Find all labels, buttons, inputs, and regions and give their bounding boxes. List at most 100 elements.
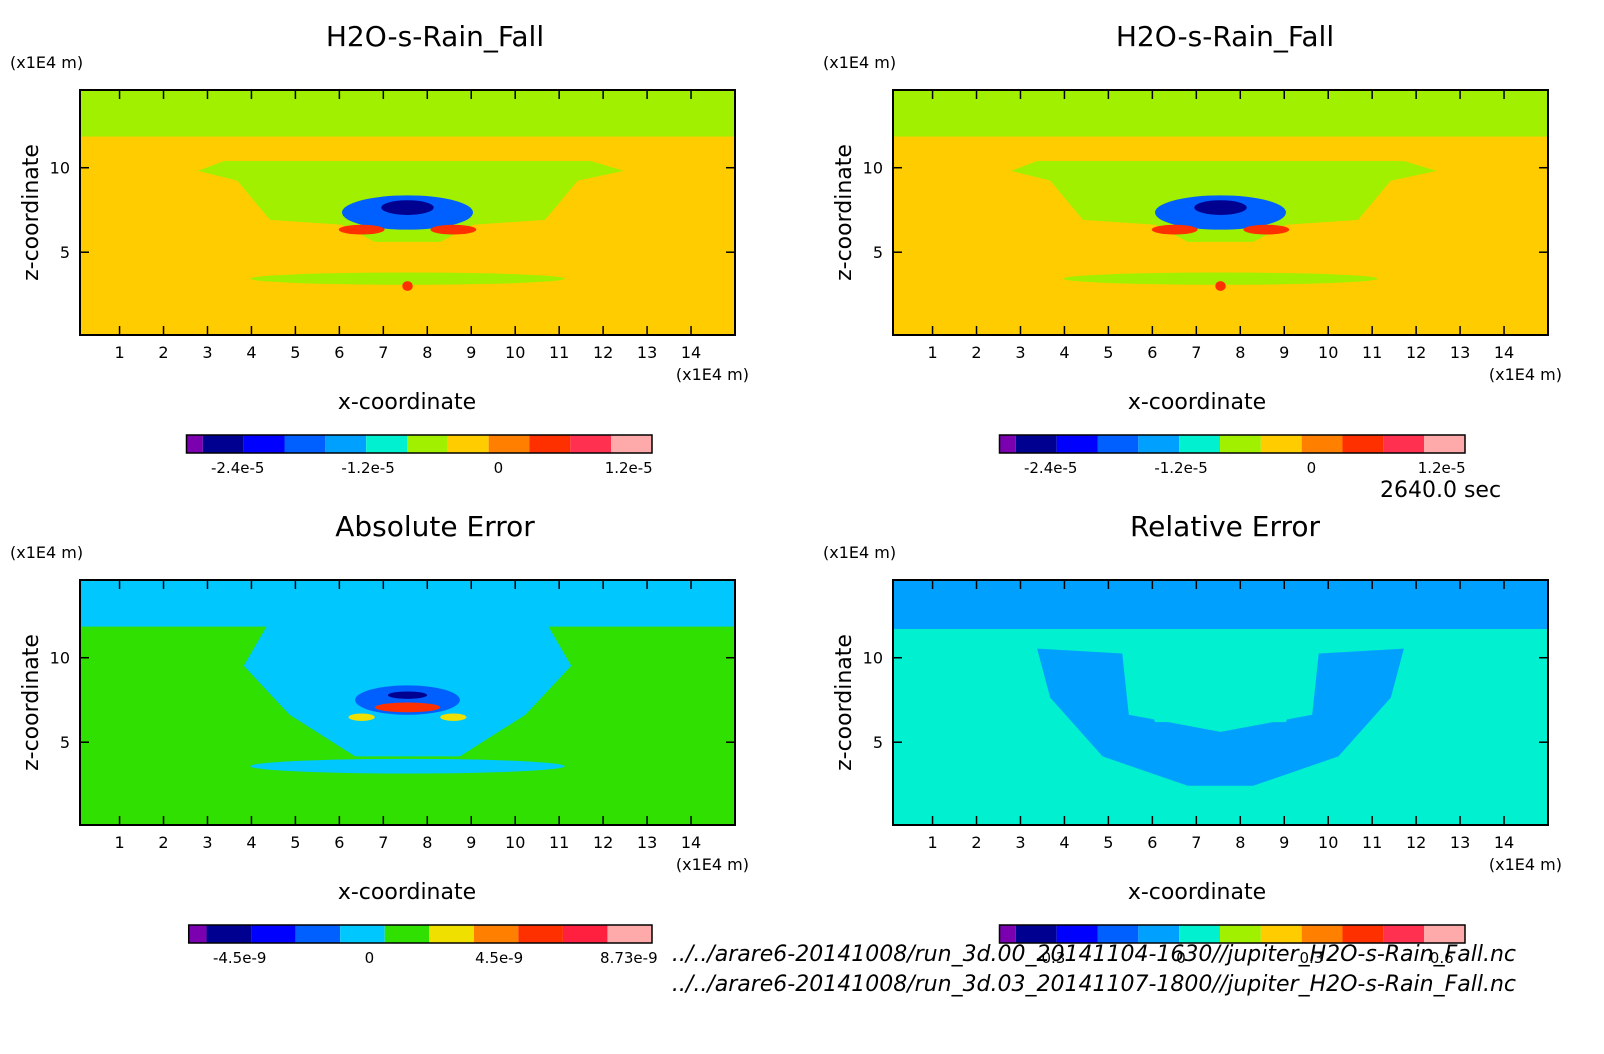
colorbar-swatch [570, 435, 612, 453]
colorbar-tick-label: 4.5e-9 [475, 949, 523, 967]
y-tick-label: 10 [863, 159, 883, 178]
colorbar-swatch [999, 435, 1016, 453]
x-tick-label: 8 [422, 833, 432, 852]
plot-frame [892, 89, 1549, 336]
field-region [1063, 272, 1378, 285]
colorbar-swatch [284, 435, 326, 453]
x-tick-label: 12 [1406, 833, 1426, 852]
panel-2: H2O-s-Rain_Fall(x1E4 m)1 2 3 4 5 6 7 8 9 10 11 12 13… [823, 20, 1562, 477]
x-tick-label: 11 [549, 833, 569, 852]
y-axis-label: z-coordinate [19, 634, 44, 771]
x-tick-label: 3 [1015, 343, 1025, 362]
x-tick-label: 2 [971, 833, 981, 852]
colorbar-swatch [1424, 925, 1465, 943]
x-tick-label: 14 [1494, 343, 1514, 362]
colorbar-swatch [562, 925, 608, 943]
x-unit-label: (x1E4 m) [676, 365, 749, 384]
colorbar-swatch [1301, 435, 1343, 453]
x-tick-label: 8 [1235, 833, 1245, 852]
x-tick-label: 5 [1103, 343, 1113, 362]
field-blob [1151, 224, 1198, 235]
top-band [893, 90, 1548, 137]
top-band [80, 90, 735, 137]
field-blob [402, 281, 413, 291]
colorbar-swatch [206, 925, 252, 943]
colorbar-tick-label: 1.2e-5 [1418, 459, 1466, 477]
colorbar-tick-label: 0 [494, 459, 504, 477]
colorbar-swatch [607, 925, 652, 943]
x-tick-label: 1 [114, 343, 124, 362]
x-tick-label: 10 [505, 343, 525, 362]
x-tick-label: 14 [681, 343, 701, 362]
x-tick-label: 8 [1235, 343, 1245, 362]
x-tick-label: 5 [290, 343, 300, 362]
x-axis-label: x-coordinate [338, 880, 476, 905]
y-axis-label: z-coordinate [832, 634, 857, 771]
x-unit-label: (x1E4 m) [1489, 365, 1562, 384]
field-band [893, 589, 1548, 598]
x-tick-label: 7 [378, 833, 388, 852]
colorbar-frame [998, 924, 1466, 944]
panel-title: H2O-s-Rain_Fall [326, 20, 544, 53]
field-blob [374, 702, 441, 713]
x-tick-label: 6 [1147, 343, 1157, 362]
y-axis-label: z-coordinate [19, 144, 44, 281]
y-tick-label: 5 [60, 733, 70, 752]
y-unit-label: (x1E4 m) [823, 53, 896, 72]
x-tick-label: 12 [593, 833, 613, 852]
panel-title: Absolute Error [335, 510, 535, 543]
colorbar-swatch [1138, 435, 1180, 453]
field-blob [430, 224, 477, 235]
colorbar-swatch [1220, 925, 1261, 943]
x-tick-label: 2 [158, 833, 168, 852]
x-tick-label: 6 [334, 833, 344, 852]
x-tick-label: 1 [927, 833, 937, 852]
x-tick-label: 11 [1362, 343, 1382, 362]
colorbar-tick-label: 0.6 [1430, 949, 1454, 967]
colorbar-tick-label: -0.3 [1036, 949, 1065, 967]
field-region [1037, 648, 1404, 786]
x-tick-label: 10 [1318, 833, 1338, 852]
colorbar-swatch [1138, 925, 1180, 943]
y-tick-label: 10 [863, 649, 883, 668]
colorbar-swatch [429, 925, 474, 943]
y-tick-label: 5 [873, 733, 883, 752]
plot-frame [892, 579, 1549, 826]
colorbar-tick-label: -2.4e-5 [211, 459, 264, 477]
colorbar-swatch [407, 435, 448, 453]
x-tick-label: 10 [505, 833, 525, 852]
field-blob [1243, 224, 1290, 235]
x-tick-label: 4 [1059, 343, 1069, 362]
colorbar-swatch [1097, 925, 1139, 943]
colorbar-tick-label: 0 [365, 949, 375, 967]
x-tick-label: 5 [1103, 833, 1113, 852]
field-region [250, 758, 565, 774]
colorbar-tick-label: -1.2e-5 [341, 459, 394, 477]
field-region [250, 272, 565, 285]
colorbar-swatch [186, 435, 203, 453]
x-tick-label: 4 [246, 343, 256, 362]
time-label: 2640.0 sec [1380, 478, 1502, 503]
x-tick-label: 6 [1147, 833, 1157, 852]
field-region [243, 609, 572, 757]
field-blob [440, 713, 467, 721]
colorbar-swatch [1342, 925, 1384, 943]
y-unit-label: (x1E4 m) [823, 543, 896, 562]
x-tick-label: 9 [1279, 833, 1289, 852]
x-tick-label: 13 [1450, 343, 1470, 362]
x-tick-label: 12 [593, 343, 613, 362]
panel-title: H2O-s-Rain_Fall [1116, 20, 1334, 53]
x-tick-label: 1 [114, 833, 124, 852]
colorbar-tick-label: 0 [1307, 459, 1317, 477]
x-tick-label: 6 [334, 343, 344, 362]
x-tick-label: 7 [1191, 343, 1201, 362]
file-path-2: ../../arare6-20141008/run_3d.03_20141107… [671, 972, 1516, 997]
colorbar-frame [185, 434, 653, 454]
x-tick-label: 12 [1406, 343, 1426, 362]
x-tick-label: 13 [637, 833, 657, 852]
x-tick-label: 7 [378, 343, 388, 362]
x-tick-label: 9 [1279, 343, 1289, 362]
colorbar-tick-label: -1.2e-5 [1154, 459, 1207, 477]
colorbar-swatch [366, 435, 407, 453]
